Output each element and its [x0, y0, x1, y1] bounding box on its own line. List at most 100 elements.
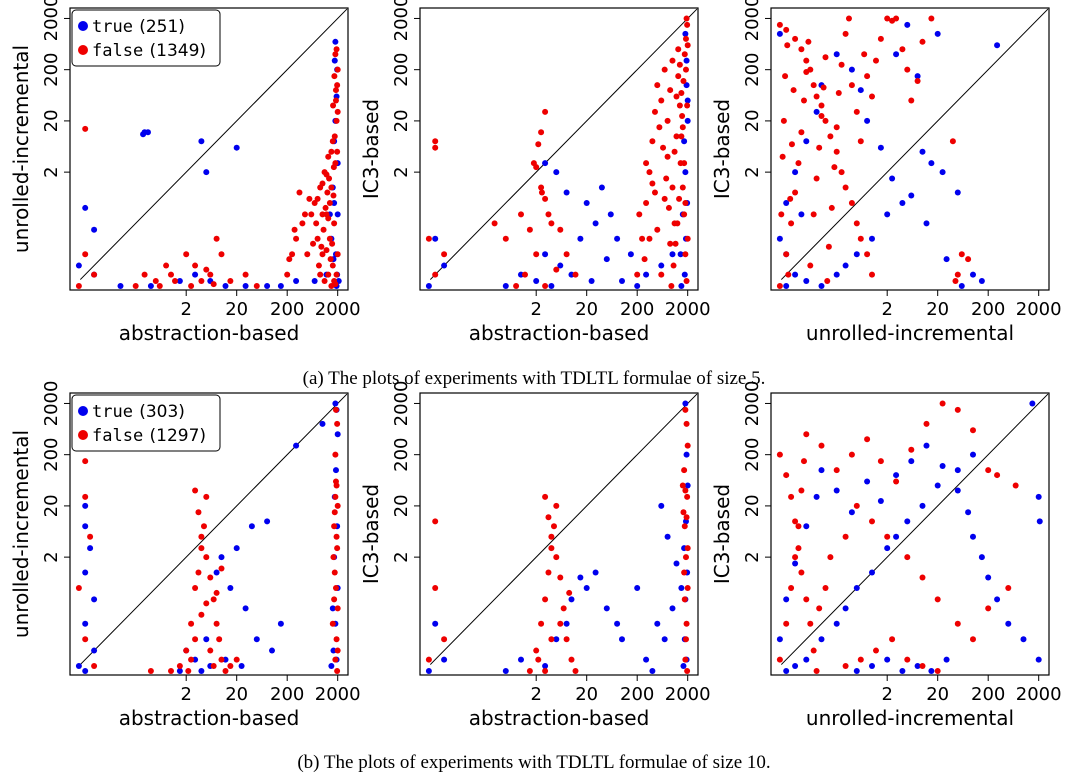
data-point-false [884, 533, 891, 540]
data-point-true [75, 662, 82, 669]
data-point-false [676, 61, 683, 68]
data-point-true [954, 189, 961, 196]
data-point-false [156, 282, 163, 289]
data-point-true [332, 38, 339, 45]
data-point-false [325, 215, 332, 222]
plot-frame [770, 7, 1050, 291]
data-point-true [994, 596, 1001, 603]
data-point-false [332, 451, 339, 458]
y-tick-label: 2 [41, 551, 62, 562]
data-point-true [588, 277, 595, 284]
data-point-true [176, 667, 183, 674]
data-point-true [658, 262, 665, 269]
data-point-true [140, 131, 147, 138]
data-point-false [538, 129, 545, 136]
scatter-panel-a2: 2 20 200 2000 2 20 200 2000 abstraction-based IC3… [359, 0, 711, 345]
data-point-false [904, 656, 911, 663]
data-point-false [210, 596, 217, 603]
legend-count-false: (1349) [150, 41, 207, 61]
data-point-false [183, 647, 190, 654]
data-point-true [864, 117, 871, 124]
data-point-false [82, 493, 89, 500]
data-point-false [985, 467, 992, 474]
data-point-false [827, 133, 834, 140]
data-point-false [192, 584, 199, 591]
data-point-false [646, 169, 653, 176]
data-point-true [614, 235, 621, 242]
data-point-true [954, 487, 961, 494]
data-point-false [827, 554, 834, 561]
data-point-false [326, 199, 333, 206]
data-point-false [818, 442, 825, 449]
x-tick-label: 2000 [315, 299, 361, 320]
data-point-false [779, 153, 786, 160]
data-point-false [132, 282, 139, 289]
data-point-true [441, 262, 448, 269]
data-point-false [679, 184, 686, 191]
data-point-true [985, 574, 992, 581]
data-point-false [824, 277, 831, 284]
data-point-false [432, 271, 439, 278]
x-axis-label: unrolled-incremental [806, 706, 1014, 730]
data-point-false [329, 620, 336, 627]
data-point-false [330, 192, 337, 199]
scatter-panel-a1: 2 20 200 2000 2 20 200 2000 abstraction-based unr… [9, 0, 361, 345]
data-point-false [326, 235, 333, 242]
data-point-false [432, 518, 439, 525]
data-point-false [636, 211, 643, 218]
data-point-false [542, 195, 549, 202]
data-point-false [334, 251, 341, 258]
data-point-false [676, 195, 683, 202]
data-point-false [682, 656, 689, 663]
data-point-false [651, 108, 658, 115]
data-point-false [684, 584, 691, 591]
data-point-false [934, 596, 941, 603]
data-point-false [795, 160, 802, 167]
data-point-false [195, 569, 202, 576]
data-point-true [614, 620, 621, 627]
data-point-false [673, 93, 680, 100]
x-tick-label: 20 [575, 684, 598, 705]
data-point-true [792, 169, 799, 176]
data-point-false [289, 251, 296, 258]
data-point-false [634, 271, 641, 278]
data-point-true [577, 235, 584, 242]
data-point-true [548, 282, 555, 289]
data-point-true [677, 251, 684, 258]
data-point-true [842, 262, 849, 269]
data-point-false [857, 235, 864, 242]
data-point-true [553, 169, 560, 176]
data-point-false [664, 153, 671, 160]
data-point-true [592, 220, 599, 227]
data-point-false [673, 133, 680, 140]
data-point-false [332, 493, 339, 500]
data-point-false [681, 596, 688, 603]
data-point-false [803, 596, 810, 603]
data-point-false [676, 102, 683, 109]
data-point-false [788, 493, 795, 500]
data-point-false [333, 46, 340, 53]
y-tick-label: 200 [41, 438, 62, 472]
data-point-false [790, 87, 797, 94]
data-point-false [334, 545, 341, 552]
data-point-false [526, 667, 533, 674]
data-point-false [904, 66, 911, 73]
data-point-false [535, 141, 542, 148]
x-tick-label: 2000 [1016, 299, 1062, 320]
data-point-false [563, 636, 570, 643]
data-point-true [82, 204, 89, 211]
data-point-false [661, 66, 668, 73]
y-tick-label: 2000 [41, 381, 62, 427]
data-point-false [213, 235, 220, 242]
data-point-false [517, 211, 524, 218]
diagonal-line [780, 393, 1049, 665]
data-point-false [568, 656, 575, 663]
data-point-false [954, 406, 961, 413]
data-point-false [331, 523, 338, 530]
data-point-false [331, 73, 338, 80]
data-point-false [682, 487, 689, 494]
data-point-true [542, 251, 549, 258]
data-point-true [563, 620, 570, 627]
data-point-false [776, 282, 783, 289]
data-point-false [227, 662, 234, 669]
